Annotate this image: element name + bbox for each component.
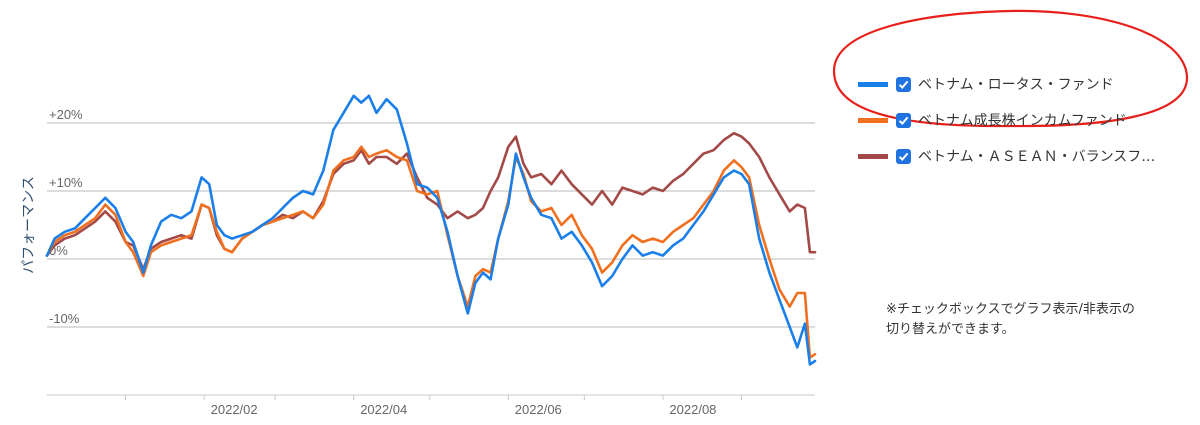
legend-swatch [858, 81, 888, 87]
x-tick-label: 2022/06 [515, 402, 562, 417]
checkbox-checked-icon[interactable] [896, 76, 911, 92]
legend-label: ベトナム・ロータス・ファンド [918, 77, 1114, 93]
y-tick-label: +10% [49, 175, 83, 190]
legend-item-asean-balance[interactable]: ベトナム・ＡＳＥＡＮ・バランスフ… [858, 138, 1155, 174]
legend: ベトナム・ロータス・ファンド ベトナム成長株インカムファンド ベトナム・ＡＳＥＡ… [858, 66, 1155, 174]
y-axis-label: パフォーマンス [21, 176, 37, 274]
series-line-1 [45, 94, 817, 366]
legend-label: ベトナム成長株インカムファンド [918, 113, 1127, 129]
legend-swatch [858, 153, 888, 159]
legend-label: ベトナム・ＡＳＥＡＮ・バランスフ… [918, 149, 1156, 165]
legend-item-growth-income[interactable]: ベトナム成長株インカムファンド [858, 102, 1155, 138]
x-tick-label: 2022/08 [669, 402, 716, 417]
y-tick-label: +20% [49, 107, 83, 122]
y-tick-label: -10% [49, 311, 80, 326]
tick-labels: +20% +10% 0% -10% 2022/02 2022/04 2022/06 2022/… [49, 107, 716, 417]
x-axis [47, 394, 815, 400]
note-line-2: 切り替えができます。 [886, 322, 1015, 337]
series-line-3 [45, 131, 817, 271]
y-tick-label: 0% [49, 243, 68, 258]
x-tick-label: 2022/04 [360, 402, 407, 417]
grid-lines [47, 122, 815, 328]
note-line-1: ※チェックボックスでグラフ表示/非表示の [886, 302, 1135, 317]
x-tick-label: 2022/02 [211, 402, 258, 417]
highlight-circle [832, 9, 1189, 128]
checkbox-checked-icon[interactable] [896, 112, 911, 128]
series-lines [45, 94, 817, 366]
series-line-2 [45, 145, 817, 359]
legend-item-lotus[interactable]: ベトナム・ロータス・ファンド [858, 66, 1155, 102]
checkbox-checked-icon[interactable] [896, 148, 911, 164]
legend-swatch [858, 117, 888, 123]
checkbox-note: ※チェックボックスでグラフ表示/非表示の 切り替えができます。 [886, 300, 1186, 340]
